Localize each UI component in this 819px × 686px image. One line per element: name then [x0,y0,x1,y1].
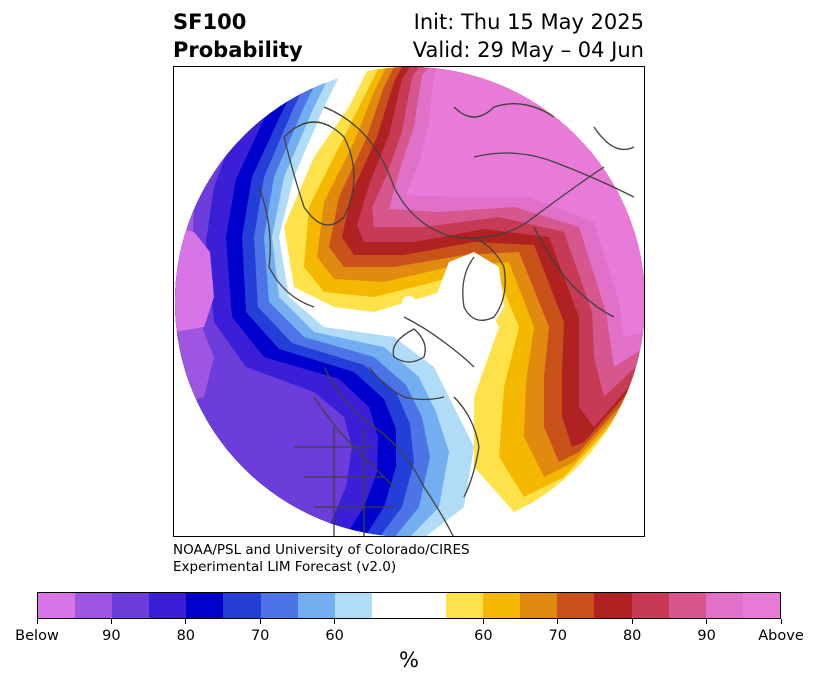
colorbar-tick [36,619,38,624]
colorbar-swatch [75,593,113,618]
coastlines [258,103,635,536]
credit-line-1: NOAA/PSL and University of Colorado/CIRE… [173,542,470,558]
colorbar-swatch [260,593,298,618]
polar-map-svg [175,67,644,536]
colorbar-tick-label: Below [15,628,59,644]
forecast-credit: NOAA/PSL and University of Colorado/CIRE… [173,542,470,576]
colorbar-ticks [36,619,782,629]
colorbar-tick-label: 60 [474,628,493,644]
colorbar-swatch [520,593,558,618]
colorbar-tick [557,619,559,624]
colorbar-tick-label: 70 [548,628,568,644]
colorbar [37,592,781,619]
colorbar-swatch [334,593,372,618]
colorbar-tick [110,619,112,624]
colorbar-tick-label: 60 [325,628,344,644]
map-title-right: Init: Thu 15 May 2025 Valid: 29 May – 04… [413,8,644,64]
variable-title: SF100 [173,10,247,34]
below-max-region [175,227,214,332]
colorbar-tick-label: 90 [102,628,121,644]
colorbar-tick [780,619,782,624]
colorbar-swatch [223,593,261,618]
colorbar-tick [185,619,187,624]
colorbar-swatch [371,593,447,618]
colorbar-tick [706,619,708,624]
valid-range: Valid: 29 May – 04 Jun [412,38,644,62]
init-date: Init: Thu 15 May 2025 [413,10,644,34]
colorbar-tick-label: 80 [176,628,196,644]
probability-contours [175,67,644,536]
colorbar-tick-label: 80 [622,628,642,644]
colorbar-tick [482,619,484,624]
credit-line-2: Experimental LIM Forecast (v2.0) [173,559,397,575]
colorbar-unit-label: % [399,648,419,672]
colorbar-swatch [446,593,484,618]
map-title-left: SF100 Probability [173,8,303,64]
colorbar-swatch [38,593,76,618]
colorbar-swatch [297,593,335,618]
colorbar-swatch [594,593,632,618]
colorbar-tick-label: Above [758,628,804,644]
colorbar-swatch [742,593,780,618]
colorbar-tick [259,619,261,624]
colorbar-swatch [112,593,150,618]
colorbar-swatch [186,593,224,618]
colorbar-swatch [705,593,743,618]
colorbar-swatch [557,593,595,618]
colorbar-tick-label: 90 [697,628,716,644]
colorbar-swatch [483,593,521,618]
colorbar-swatch [668,593,706,618]
colorbar-swatch [631,593,669,618]
neutral-arctic-region [424,252,504,367]
below-90-region [175,67,352,536]
forecast-map [173,66,645,537]
neutral-pocket [402,296,416,310]
colorbar-tick [334,619,336,624]
colorbar-swatch [149,593,187,618]
probability-title: Probability [173,38,303,62]
colorbar-tick-label: 70 [250,628,270,644]
colorbar-tick [631,619,633,624]
